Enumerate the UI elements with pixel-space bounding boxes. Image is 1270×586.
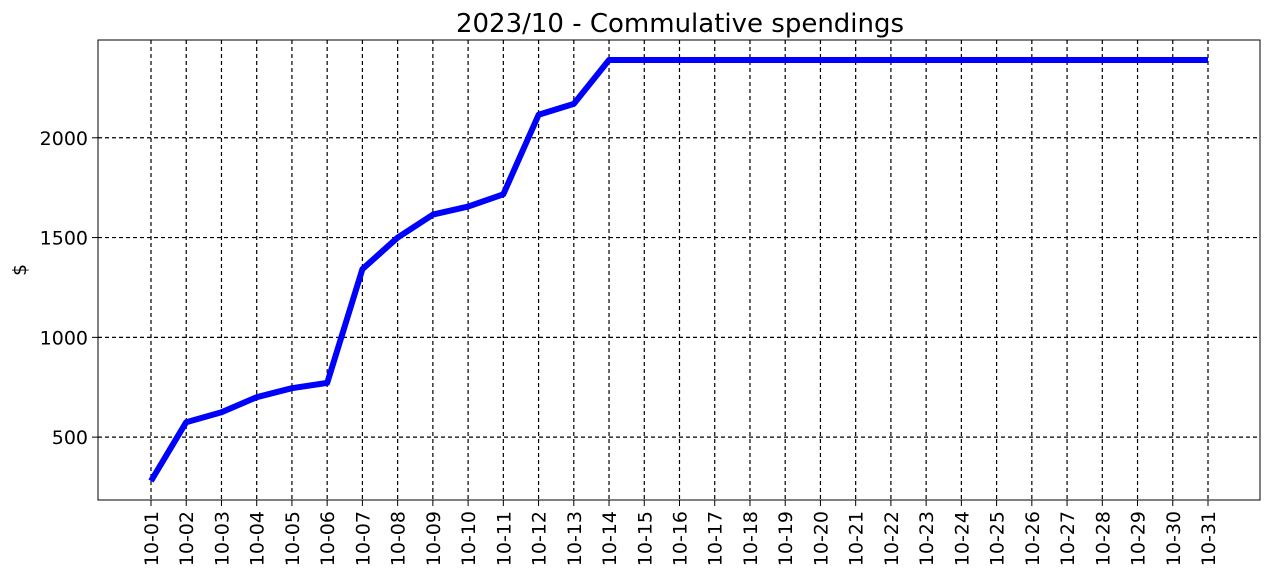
y-tick-label: 500 (52, 427, 88, 449)
x-tick-label: 10-02 (176, 511, 198, 566)
y-tick-label: 2000 (40, 128, 88, 150)
x-tick-label: 10-22 (881, 511, 903, 566)
x-tick-label: 10-16 (670, 511, 692, 566)
x-tick-label: 10-14 (599, 511, 621, 566)
x-tick-label: 10-10 (458, 511, 480, 566)
grid-lines (98, 40, 1260, 500)
series-layer (148, 57, 1208, 483)
y-tick-label: 1000 (40, 327, 88, 349)
x-tick-label: 10-31 (1198, 511, 1220, 566)
x-tick-label: 10-29 (1128, 511, 1150, 566)
x-tick-label: 10-19 (775, 511, 797, 566)
x-tick-label: 10-05 (282, 511, 304, 566)
x-tick-label: 10-27 (1057, 511, 1079, 566)
x-tick-label: 10-21 (846, 511, 868, 566)
x-tick-label: 10-20 (810, 511, 832, 566)
x-tick-label: 10-01 (141, 511, 163, 566)
x-tick-label: 10-18 (740, 511, 762, 566)
plot-frame (97, 39, 1261, 501)
x-tick-label: 10-06 (317, 511, 339, 566)
x-tick-label: 10-23 (916, 511, 938, 566)
x-tick-label: 10-04 (247, 511, 269, 566)
x-tick-label: 10-13 (564, 511, 586, 566)
x-tick-label: 10-17 (705, 511, 727, 566)
x-tick-label: 10-03 (211, 511, 233, 566)
y-tick-label: 1500 (40, 228, 88, 250)
x-tick-label: 10-15 (634, 511, 656, 566)
x-tick-label: 10-12 (529, 511, 551, 566)
axes: 10-01 10-02 10-03 10-04 10-05 10-06 10-07 10-08… (40, 39, 1261, 566)
x-tick-label: 10-24 (951, 511, 973, 566)
series-line (148, 57, 1208, 483)
x-tick-label: 10-25 (987, 511, 1009, 566)
x-tick-label: 10-09 (423, 511, 445, 566)
y-axis-label: $ (9, 264, 31, 276)
x-tick-label: 10-07 (352, 511, 374, 566)
x-tick-label: 10-30 (1163, 511, 1185, 566)
x-tick-label: 10-11 (493, 511, 515, 566)
x-tick-label: 10-28 (1092, 511, 1114, 566)
x-tick-label: 10-26 (1022, 511, 1044, 566)
chart-title: 2023/10 - Commulative spendings (456, 9, 904, 39)
x-tick-label: 10-08 (388, 511, 410, 566)
